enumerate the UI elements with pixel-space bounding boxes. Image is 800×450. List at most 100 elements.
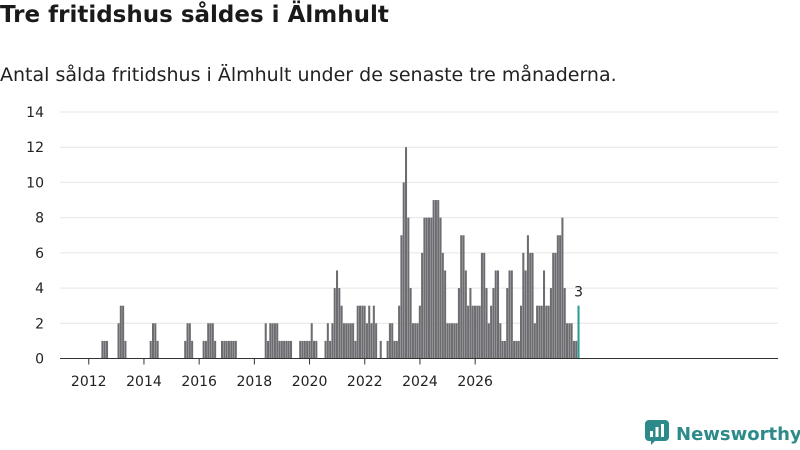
bar — [356, 305, 359, 359]
bar — [414, 323, 417, 359]
x-axis-labels: 2012 2014 2016 2018 2020 2022 2024 2026 — [71, 358, 493, 390]
bar — [103, 340, 106, 359]
bar — [375, 323, 378, 359]
bar — [285, 340, 288, 359]
bar — [517, 340, 520, 359]
bar — [225, 340, 228, 359]
bar — [386, 340, 389, 359]
bar — [186, 323, 189, 359]
bar — [117, 323, 120, 359]
x-tick-label: 2016 — [181, 374, 217, 390]
bar — [188, 323, 191, 359]
bar-latest — [577, 305, 580, 359]
bar — [354, 340, 357, 359]
bar — [526, 235, 529, 359]
bar — [269, 323, 272, 359]
bar — [503, 340, 506, 359]
bar — [391, 323, 394, 359]
bar — [287, 340, 290, 359]
bar — [359, 305, 362, 359]
bar — [520, 305, 523, 359]
bar — [326, 323, 329, 359]
bar — [531, 252, 534, 359]
bar — [460, 235, 463, 359]
bar — [149, 340, 152, 359]
bar — [471, 305, 474, 359]
bar — [368, 305, 371, 359]
bar — [340, 305, 343, 359]
chart-subtitle: Antal sålda fritidshus i Älmhult under d… — [0, 64, 617, 86]
bar — [395, 340, 398, 359]
y-tick-label: 6 — [35, 246, 44, 262]
y-tick-label: 10 — [26, 175, 44, 191]
bar — [301, 340, 304, 359]
annotations: 3 — [574, 285, 583, 301]
bar — [276, 323, 279, 359]
bar — [434, 200, 437, 359]
bar — [303, 340, 306, 359]
bar — [469, 288, 472, 359]
y-tick-label: 0 — [35, 352, 44, 368]
bar — [290, 340, 293, 359]
bar — [331, 323, 334, 359]
bar — [570, 323, 573, 359]
bar — [234, 340, 237, 359]
bar — [232, 340, 235, 359]
bar — [483, 252, 486, 359]
bar — [421, 252, 424, 359]
newsworthy-logo-icon — [644, 419, 670, 449]
bar — [506, 288, 509, 359]
bar — [552, 252, 555, 359]
bar — [494, 270, 497, 359]
bar — [508, 270, 511, 359]
bar — [400, 235, 403, 359]
y-tick-label: 12 — [26, 140, 44, 156]
bar — [122, 305, 125, 359]
bar — [352, 323, 355, 359]
bar — [345, 323, 348, 359]
bar — [398, 305, 401, 359]
bar — [439, 217, 442, 359]
bar — [230, 340, 233, 359]
bar — [455, 323, 458, 359]
bar — [191, 340, 194, 359]
bar — [499, 323, 502, 359]
bar — [106, 340, 109, 359]
bar — [416, 323, 419, 359]
bar — [522, 252, 525, 359]
bar — [480, 252, 483, 359]
bar — [561, 217, 564, 359]
bar — [467, 305, 470, 359]
y-tick-label: 8 — [35, 211, 44, 227]
bar — [444, 270, 447, 359]
y-tick-label: 4 — [35, 281, 44, 297]
brand-name: Newsworthy — [676, 423, 800, 445]
bar — [497, 270, 500, 359]
bar — [572, 340, 575, 359]
chart-title: Tre fritidshus såldes i Älmhult — [0, 2, 389, 28]
bar — [485, 288, 488, 359]
bar — [432, 200, 435, 359]
bar — [308, 340, 311, 359]
x-tick-label: 2014 — [126, 374, 162, 390]
bar — [430, 217, 433, 359]
bar — [563, 288, 566, 359]
bar — [273, 323, 276, 359]
bar — [536, 305, 539, 359]
bar — [338, 288, 341, 359]
bar — [184, 340, 187, 359]
newsworthy-logo[interactable]: Newsworthy — [644, 420, 800, 448]
y-tick-label: 2 — [35, 316, 44, 332]
gridlines — [60, 111, 778, 324]
bar — [575, 340, 578, 359]
bar — [407, 217, 410, 359]
bar — [313, 340, 316, 359]
bar — [280, 340, 283, 359]
bar — [333, 288, 336, 359]
bar — [388, 323, 391, 359]
bar — [418, 305, 421, 359]
bar — [533, 323, 536, 359]
bar — [545, 305, 548, 359]
bar — [515, 340, 518, 359]
